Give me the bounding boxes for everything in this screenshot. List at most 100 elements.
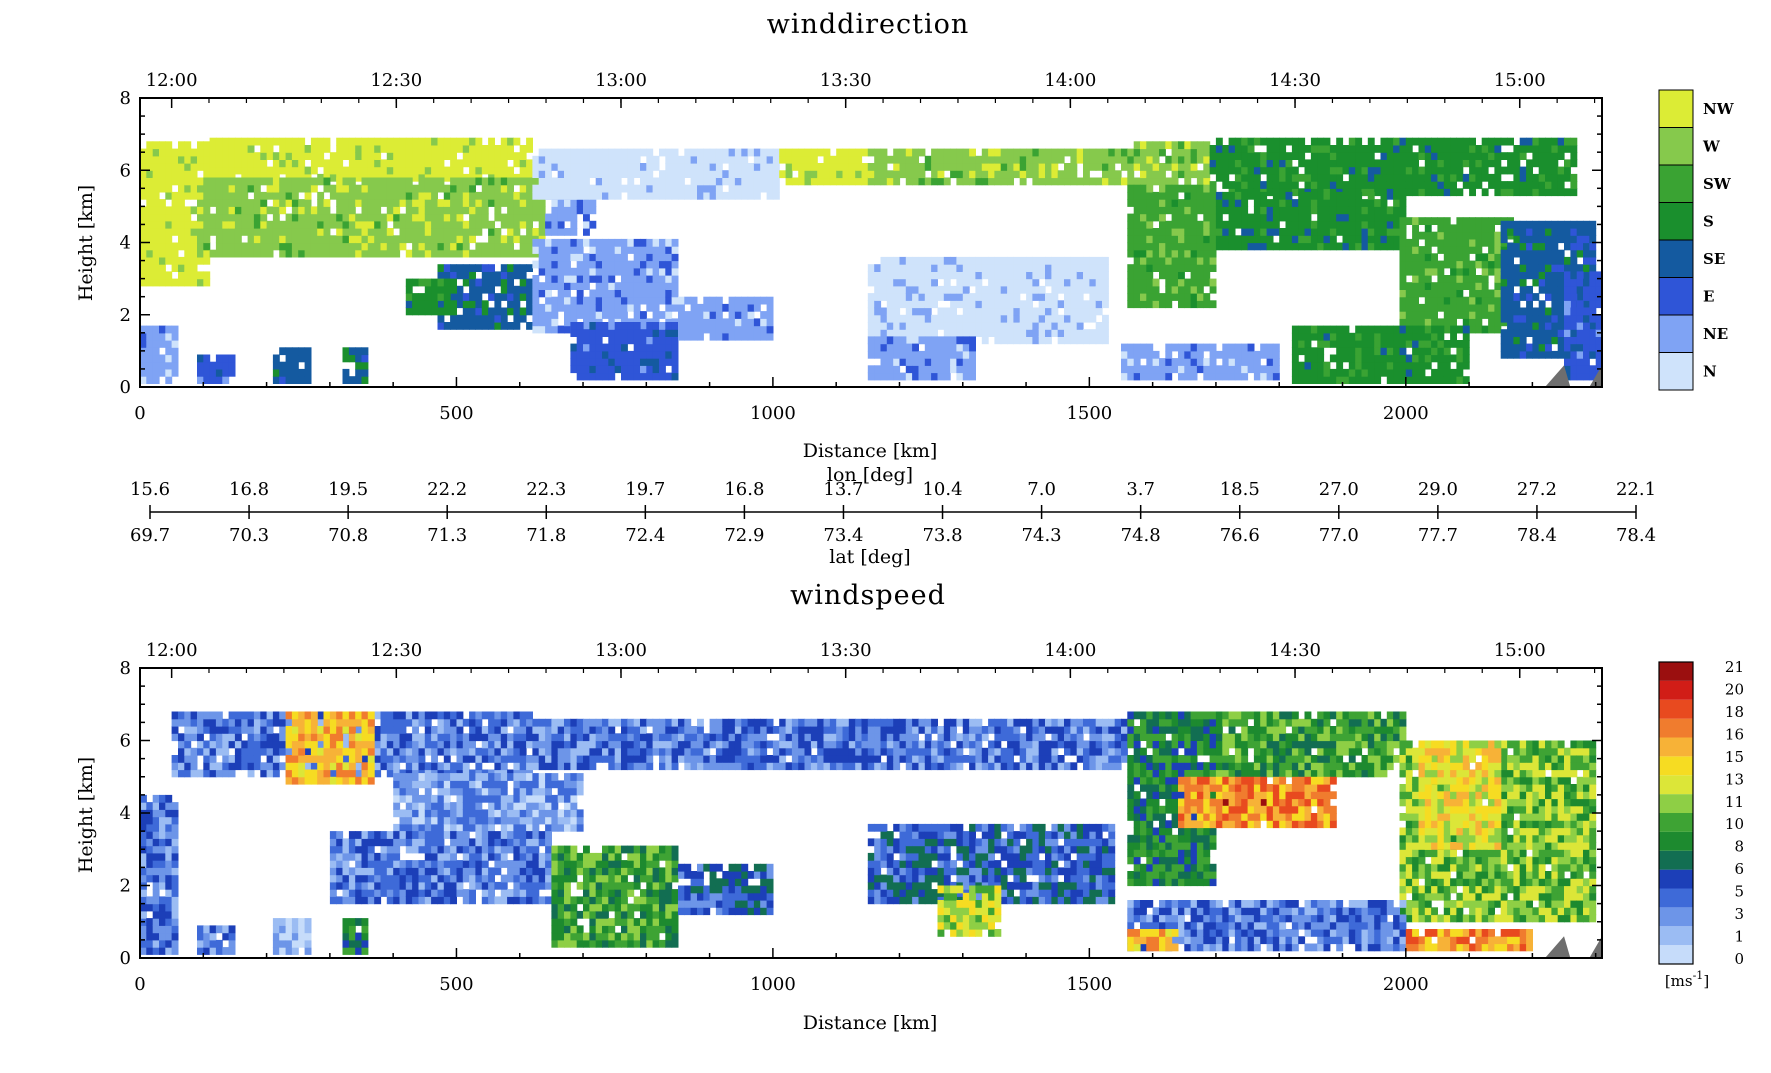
wd-cell xyxy=(608,184,616,193)
wd-cell xyxy=(583,282,590,290)
wd-cell xyxy=(671,170,679,178)
wd-cell xyxy=(519,152,527,160)
wd-cell xyxy=(1152,148,1160,157)
wd-cell xyxy=(1272,173,1280,182)
wd-cell xyxy=(842,155,850,164)
wd-cell xyxy=(1570,181,1578,189)
wd-cell xyxy=(1355,152,1363,160)
wd-cell xyxy=(956,155,964,164)
wd-cell xyxy=(1178,206,1185,215)
wd-cell xyxy=(633,155,641,164)
wd-cell xyxy=(1412,166,1419,175)
wd-cell xyxy=(1583,336,1590,345)
wd-cell xyxy=(969,322,976,330)
wd-cell xyxy=(1380,137,1388,146)
wd-cell xyxy=(1437,152,1445,160)
wd-cell xyxy=(564,253,571,262)
wd-cell xyxy=(1260,228,1268,236)
wd-cell xyxy=(1032,307,1040,316)
wd-cell xyxy=(988,163,995,171)
wd-cell xyxy=(184,141,192,150)
wd-cell xyxy=(1298,173,1306,182)
wd-cell xyxy=(450,220,457,229)
wd-cell xyxy=(1348,191,1356,200)
wd-cell xyxy=(374,152,382,160)
wd-cell xyxy=(1140,199,1147,207)
wd-cell xyxy=(1304,340,1312,348)
wd-cell xyxy=(1342,368,1350,377)
wd-cell xyxy=(937,343,945,352)
wd-cell xyxy=(564,267,571,276)
wd-cell xyxy=(646,358,654,366)
wd-cell xyxy=(1203,220,1211,229)
wd-cell xyxy=(317,235,325,244)
wd-cell xyxy=(1266,358,1274,366)
wd-cell xyxy=(1209,213,1217,222)
wd-cell xyxy=(178,213,185,222)
wd-cell xyxy=(1171,191,1179,200)
wd-cell xyxy=(298,242,306,251)
wd-cell xyxy=(1336,242,1344,251)
wd-cell xyxy=(450,293,457,301)
wd-cell xyxy=(146,199,154,207)
wd-cell xyxy=(140,264,147,272)
wd-cell xyxy=(697,170,704,178)
wd-cell xyxy=(500,322,508,330)
wd-cell xyxy=(1570,343,1578,352)
wd-cell xyxy=(905,271,913,280)
wd-cell xyxy=(1291,213,1299,222)
wd-cell xyxy=(272,368,280,377)
wd-cell xyxy=(918,322,926,330)
wd-cell xyxy=(608,289,616,298)
wd-cell xyxy=(975,322,983,330)
wd-cell xyxy=(317,249,325,258)
wd-cell xyxy=(1443,137,1451,146)
wd-cell xyxy=(500,278,508,287)
wd-cell xyxy=(1178,235,1185,244)
wd-cell xyxy=(481,322,489,330)
wd-cell xyxy=(348,213,356,222)
wd-cell xyxy=(589,246,597,254)
wd-cell xyxy=(614,155,622,164)
wd-cell xyxy=(197,199,204,207)
wd-cell xyxy=(1551,300,1559,309)
wd-cell xyxy=(1070,300,1078,309)
wd-cell xyxy=(1165,163,1173,171)
wd-cell xyxy=(1443,368,1451,377)
wd-cell xyxy=(165,325,173,334)
wd-cell xyxy=(1443,347,1451,356)
wd-cell xyxy=(1260,191,1268,200)
wd-cell xyxy=(1393,354,1400,363)
wd-cell xyxy=(659,365,666,374)
wd-cell xyxy=(424,285,432,294)
ws-cell xyxy=(222,769,230,778)
wd-cell xyxy=(140,235,147,244)
wd-cell xyxy=(1437,347,1445,356)
wd-cell xyxy=(1064,177,1071,186)
wd-cell xyxy=(1488,246,1495,254)
wd-cell xyxy=(1070,278,1078,287)
wd-cell xyxy=(551,253,559,262)
ws-cell xyxy=(209,711,217,720)
wd-colorbar-swatch xyxy=(1658,89,1694,128)
wd-cell xyxy=(1450,332,1457,341)
wd-cell xyxy=(418,278,426,287)
wd-cell xyxy=(1064,264,1071,272)
wd-cell xyxy=(298,152,306,160)
wd-cell xyxy=(665,372,673,381)
wd-cell xyxy=(602,155,609,164)
wd-cell xyxy=(481,184,489,193)
wd-cell xyxy=(1456,368,1464,377)
wd-cell xyxy=(988,177,995,186)
wd-cell xyxy=(652,275,660,283)
wd-cell xyxy=(1070,155,1078,164)
wd-cell xyxy=(1355,199,1363,207)
wd-cell xyxy=(589,311,597,319)
wd-cell xyxy=(481,213,489,222)
wd-cell xyxy=(1026,264,1033,272)
wd-cell xyxy=(152,271,160,280)
wd-cell xyxy=(152,170,160,178)
wd-cell xyxy=(1165,256,1173,265)
wd-cell xyxy=(924,177,932,186)
wd-cell xyxy=(488,285,495,294)
